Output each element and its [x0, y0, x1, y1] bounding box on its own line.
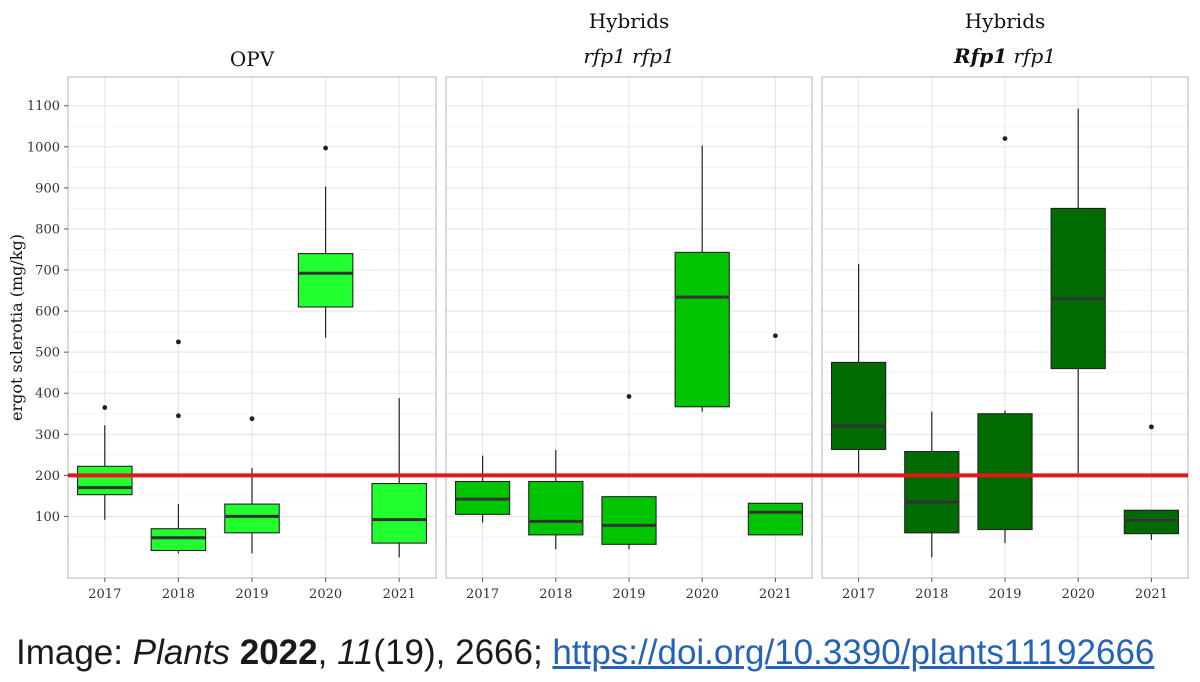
y-tick-label: 1100 [27, 99, 60, 114]
outlier-point [323, 145, 328, 151]
outlier-point [1002, 136, 1008, 141]
image-source-caption: Image: Plants 2022, 11(19), 2666; https:… [16, 628, 1154, 678]
outlier-point [773, 333, 778, 339]
outlier-point [176, 339, 181, 345]
x-tick-label: 2021 [1135, 587, 1168, 600]
box-2020 [1050, 108, 1106, 474]
x-tick-label: 2017 [842, 587, 875, 600]
caption-separator: , [317, 633, 338, 672]
panel-genotype: rfp1 rfp1 [583, 44, 674, 68]
box-iqr [1050, 207, 1106, 370]
box-2019 [224, 416, 280, 554]
x-tick-label: 2021 [759, 587, 792, 600]
x-tick-label: 2019 [988, 587, 1021, 600]
outlier-point [102, 405, 108, 410]
box-2021 [1123, 424, 1180, 540]
panel-genotype: Rfp1 rfp1 [953, 44, 1056, 68]
y-tick-label: 100 [35, 510, 60, 525]
outlier-point [176, 413, 181, 419]
caption-year: 2022 [239, 633, 318, 672]
box-2021 [747, 333, 804, 536]
box-2017 [77, 405, 133, 520]
box-2020 [674, 145, 730, 412]
box-2020 [297, 145, 354, 338]
panel-title: Hybrids [589, 9, 670, 33]
box-2018 [150, 339, 207, 554]
box-iqr [297, 253, 354, 308]
panel-title: Hybrids [965, 9, 1046, 33]
x-tick-label: 2019 [235, 587, 268, 600]
facet-panel-1: 2017 2018 2019 2020 2021 OPV [67, 47, 437, 600]
box-iqr [904, 450, 960, 534]
y-tick-label: 200 [35, 469, 60, 484]
x-tick-label: 2020 [686, 587, 719, 600]
caption-prefix: Image: [16, 633, 133, 672]
genotype-part: Rfp1 [953, 44, 1007, 68]
box-2019 [601, 394, 657, 550]
caption-volume: 11 [337, 633, 374, 672]
box-iqr [150, 528, 207, 552]
doi-link[interactable]: https://doi.org/10.3390/plants11192666 [552, 633, 1155, 672]
box-2018 [528, 449, 584, 550]
box-iqr [747, 502, 804, 536]
x-tick-label: 2021 [383, 587, 416, 600]
box-2017 [830, 263, 887, 474]
y-tick-label: 800 [35, 222, 60, 237]
caption-journal: Plants [132, 633, 231, 672]
x-tick-label: 2020 [1062, 587, 1095, 600]
x-tick-label: 2017 [88, 587, 121, 600]
box-iqr [371, 482, 427, 544]
x-tick-label: 2020 [309, 587, 342, 600]
box-iqr [977, 413, 1033, 531]
ergot-boxplot-figure: ergot sclerotia (mg/kg)2017 2018 2019 2020 2… [7, 9, 1189, 600]
y-tick-label: 900 [35, 181, 60, 196]
x-tick-label: 2018 [915, 587, 948, 600]
box-iqr [830, 361, 887, 451]
box-2021 [371, 398, 427, 558]
x-tick-label: 2019 [612, 587, 645, 600]
box-2018 [904, 411, 960, 558]
box-2017 [454, 455, 511, 523]
y-tick-label: 300 [35, 428, 60, 443]
caption-issue-pages: (19), 2666; [373, 633, 553, 672]
y-tick-label: 1000 [27, 140, 60, 155]
x-tick-label: 2017 [466, 587, 499, 600]
box-iqr [674, 251, 730, 408]
genotype-part: rfp1 [1007, 44, 1056, 68]
box-iqr [601, 496, 657, 545]
x-tick-label: 2018 [539, 587, 572, 600]
x-tick-label: 2018 [162, 587, 195, 600]
outlier-point [249, 416, 255, 422]
outlier-point [1149, 424, 1154, 430]
y-axis-label: ergot sclerotia (mg/kg) [7, 234, 26, 421]
facet-panel-3: 2017 2018 2019 2020 2021 Hybrids Rfp1 rfp1 [821, 9, 1189, 600]
box-iqr [528, 480, 584, 536]
box-iqr [77, 465, 133, 496]
panel-title: OPV [230, 47, 275, 71]
y-tick-label: 700 [35, 264, 60, 279]
box-iqr [224, 503, 280, 534]
y-tick-label: 500 [35, 346, 60, 361]
y-tick-label: 600 [35, 305, 60, 320]
outlier-point [626, 394, 632, 399]
y-tick-label: 400 [35, 387, 60, 402]
genotype-part: rfp1 rfp1 [583, 44, 674, 68]
facet-panel-2: 2017 2018 2019 2020 2021 Hybrids rfp1 rfp1 [445, 9, 813, 600]
